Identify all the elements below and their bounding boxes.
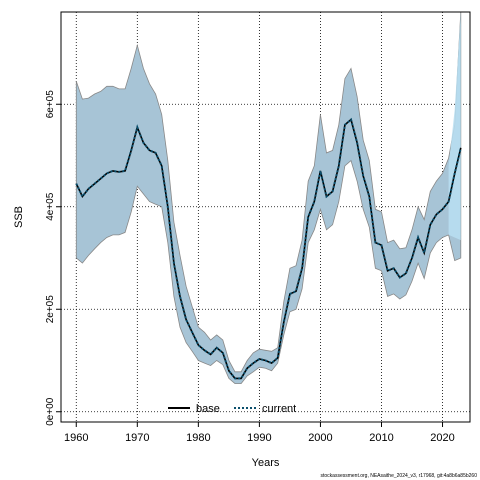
band-tail [448,12,461,241]
band-current [75,11,462,384]
x-axis-label: Years [252,457,280,469]
confidence-band [75,11,462,384]
x-tick-label-1960: 1960 [64,432,88,444]
legend-label-base: base [196,403,220,415]
x-tick-label-2020: 2020 [430,432,454,444]
x-tick-label-1990: 1990 [247,432,271,444]
x-tick-label-2000: 2000 [308,432,332,444]
y-tick-label-3: 6e+05 [45,90,56,119]
plot-frame [60,11,471,423]
y-tick-label-1: 2e+05 [45,295,56,324]
legend-label-current: current [262,403,296,415]
line-current [75,117,462,380]
x-tick-label-2010: 2010 [369,432,393,444]
y-tick-label-0: 0e+00 [45,397,56,426]
legend: base current [168,403,296,415]
y-tick-label-2: 4e+05 [45,192,56,221]
x-axis: 1960 1970 1980 1990 2000 2010 2020 [64,422,455,444]
y-axis-label: SSB [13,206,25,228]
y-axis: 0e+00 2e+05 4e+05 6e+05 [45,90,61,426]
x-tick-label-1970: 1970 [125,432,149,444]
footer-text: stockassessment.org, NEAsaithe_2024_v3, … [321,473,478,479]
x-tick-label-1980: 1980 [186,432,210,444]
series-lines [75,117,462,380]
